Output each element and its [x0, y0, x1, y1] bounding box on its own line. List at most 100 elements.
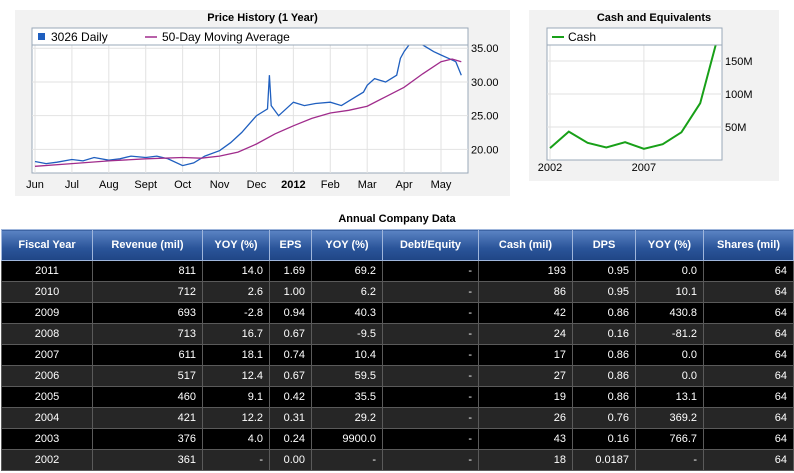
- price-plot-area: [31, 27, 469, 174]
- price-x-tick-label: May: [431, 179, 452, 191]
- table-cell: -: [311, 449, 383, 471]
- table-cell: -: [202, 449, 270, 471]
- table-cell: 0.74: [269, 344, 312, 366]
- table-cell: 86: [478, 281, 573, 303]
- table-cell: 42: [478, 302, 573, 324]
- table-cell: 2009: [1, 302, 93, 324]
- table-row: 2008 713 16.7 0.67 -9.5-24 0.16 -81.2 64: [1, 323, 794, 345]
- table-cell: 12.4: [202, 365, 270, 387]
- table-cell: -: [382, 449, 479, 471]
- cash-y-tick-label: 50M: [725, 122, 746, 134]
- column-header: YOY (%): [635, 229, 704, 261]
- table-cell: 13.1: [635, 386, 704, 408]
- price-y-tick-label: 25.00: [471, 111, 499, 123]
- table-cell: 64: [703, 386, 794, 408]
- table-cell: 0.0: [635, 344, 704, 366]
- table-cell: -: [382, 344, 479, 366]
- price-x-tick-label: 2012: [281, 179, 305, 191]
- price-y-tick-label: 35.00: [471, 43, 499, 55]
- table-cell: -: [635, 449, 704, 471]
- table-cell: 2003: [1, 428, 93, 450]
- cash-x-tick-label: 2002: [538, 162, 562, 174]
- column-header: Fiscal Year: [1, 229, 93, 261]
- table-cell: 19: [478, 386, 573, 408]
- table-cell: 369.2: [635, 407, 704, 429]
- table-cell: 460: [92, 386, 203, 408]
- price-x-tick-label: Jul: [65, 179, 79, 191]
- table-cell: 12.2: [202, 407, 270, 429]
- table-cell: -9.5: [311, 323, 383, 345]
- table-cell: 64: [703, 428, 794, 450]
- table-cell: 64: [703, 281, 794, 303]
- table-cell: 18.1: [202, 344, 270, 366]
- table-cell: 0.31: [269, 407, 312, 429]
- table-cell: -2.8: [202, 302, 270, 324]
- table-cell: 2.6: [202, 281, 270, 303]
- table-cell: 193: [478, 260, 573, 282]
- table-header-row: Fiscal Year Revenue (mil) YOY (%) EPS YOY (%…: [1, 229, 794, 261]
- table-cell: -: [382, 281, 479, 303]
- price-x-tick-label: Mar: [358, 179, 377, 191]
- table-cell: 0.67: [269, 365, 312, 387]
- table-cell: 29.2: [311, 407, 383, 429]
- cash-chart-title: Cash and Equivalents: [596, 12, 712, 24]
- table-cell: 27: [478, 365, 573, 387]
- table-cell: -: [382, 386, 479, 408]
- table-cell: 2010: [1, 281, 93, 303]
- price-x-tick-label: Jun: [26, 179, 44, 191]
- table-cell: 0.94: [269, 302, 312, 324]
- table-cell: 4.0: [202, 428, 270, 450]
- column-header: Shares (mil): [703, 229, 794, 261]
- table-cell: -81.2: [635, 323, 704, 345]
- table-cell: 1.00: [269, 281, 312, 303]
- table-cell: 64: [703, 365, 794, 387]
- table-cell: 10.4: [311, 344, 383, 366]
- cash-y-tick-label: 100M: [725, 89, 753, 101]
- table-cell: 35.5: [311, 386, 383, 408]
- table-cell: -: [382, 323, 479, 345]
- table-cell: 430.8: [635, 302, 704, 324]
- cash-chart-panel: Cash and Equivalents 50M 100M 150M 2002 2007…: [529, 10, 779, 181]
- table-cell: 1.69: [269, 260, 312, 282]
- price-series-line-0: [34, 40, 462, 167]
- price-chart: 20.00 25.00 30.00 35.00 Jun Jul Aug Sept Oct Nov D…: [26, 27, 499, 191]
- table-row: 2010 712 2.6 1.00 6.2-86 0.95 10.1 64: [1, 281, 794, 303]
- table-cell: 24: [478, 323, 573, 345]
- table-cell: 64: [703, 302, 794, 324]
- table-cell: 2004: [1, 407, 93, 429]
- table-cell: 69.2: [311, 260, 383, 282]
- cash-x-tick-label: 2007: [632, 162, 656, 174]
- table-cell: 0.16: [572, 428, 636, 450]
- table-cell: 16.7: [202, 323, 270, 345]
- table-cell: 40.3: [311, 302, 383, 324]
- table-cell: 17: [478, 344, 573, 366]
- table-row: 2002 361-0.00- -18 0.0187-64: [1, 449, 794, 471]
- table-cell: 59.5: [311, 365, 383, 387]
- table-cell: -: [382, 302, 479, 324]
- price-x-tick-label: Oct: [174, 179, 191, 191]
- table-row: 2006 517 12.4 0.67 59.5-27 0.86 0.0 64: [1, 365, 794, 387]
- table-cell: 0.86: [572, 365, 636, 387]
- table-cell: 6.2: [311, 281, 383, 303]
- table-cell: 0.0187: [572, 449, 636, 471]
- column-header: Cash (mil): [478, 229, 573, 261]
- column-header: DPS: [572, 229, 636, 261]
- table-cell: -: [382, 260, 479, 282]
- table-cell: 811: [92, 260, 203, 282]
- table-cell: 14.0: [202, 260, 270, 282]
- column-header: YOY (%): [202, 229, 270, 261]
- column-header: Debt/Equity: [382, 229, 479, 261]
- table-cell: 64: [703, 344, 794, 366]
- table-cell: 0.95: [572, 260, 636, 282]
- table-cell: 0.0: [635, 260, 704, 282]
- table-cell: -: [382, 365, 479, 387]
- table-cell: 64: [703, 449, 794, 471]
- table-cell: -: [382, 428, 479, 450]
- table-cell: 0.0: [635, 365, 704, 387]
- table-cell: 26: [478, 407, 573, 429]
- table-cell: 712: [92, 281, 203, 303]
- price-x-tick-label: Feb: [321, 179, 340, 191]
- price-x-tick-label: Aug: [99, 179, 119, 191]
- price-series-line-1: [34, 58, 462, 167]
- price-x-tick-label: Apr: [396, 179, 413, 191]
